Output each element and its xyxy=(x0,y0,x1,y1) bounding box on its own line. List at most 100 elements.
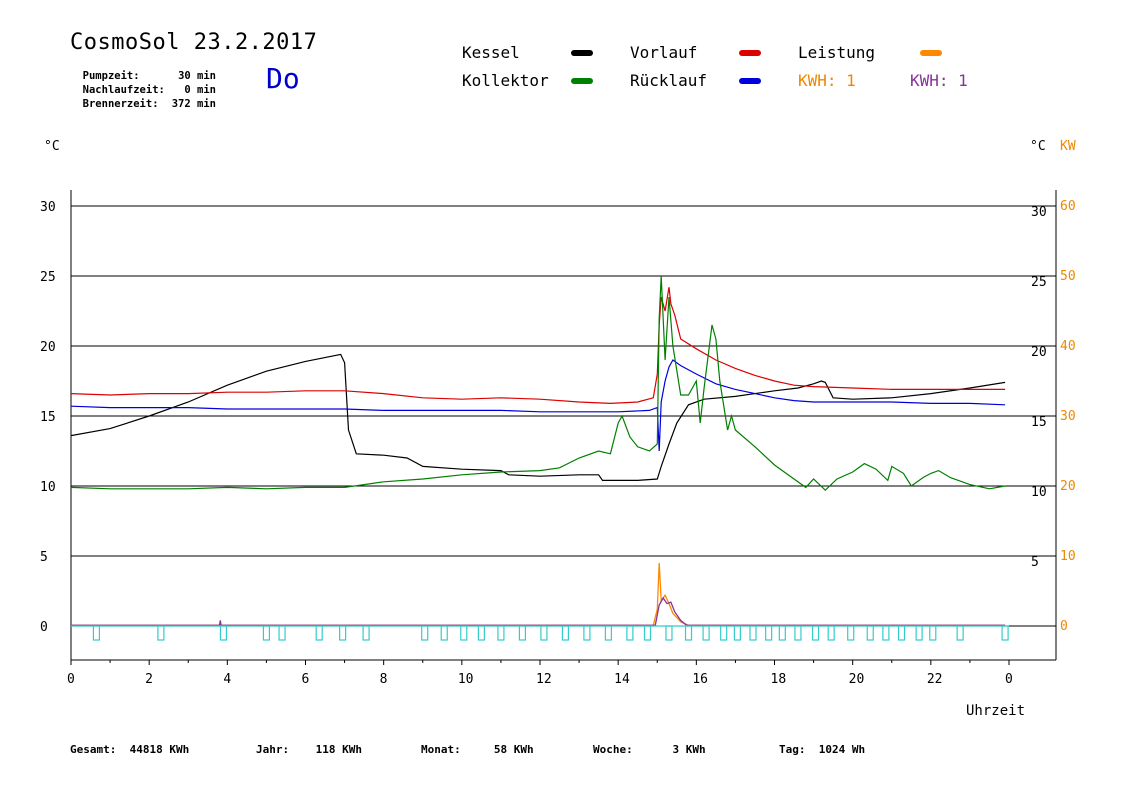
footer-label: Jahr: xyxy=(256,743,290,756)
pump-pulse xyxy=(866,625,874,641)
footer-value: 44818 KWh xyxy=(129,743,190,756)
info-value: 0 min xyxy=(184,84,216,96)
y-tick-right-kw: 20 xyxy=(1060,479,1076,494)
unit-left-celsius: °C xyxy=(44,139,60,154)
legend-ruecklauf-label: Rücklauf xyxy=(630,71,708,90)
pump-pulse xyxy=(882,625,890,641)
x-tick-label: 0 xyxy=(67,672,75,687)
pump-pulse xyxy=(440,625,448,641)
footer-jahr: Jahr: 118 KWh xyxy=(256,743,362,756)
pump-pulse xyxy=(561,625,570,641)
y-tick-right-c: 25 xyxy=(1031,275,1047,290)
y-tick-right-c: 20 xyxy=(1031,345,1047,360)
y-tick-left: 15 xyxy=(40,410,56,425)
footer-label: Monat: xyxy=(421,743,461,756)
series-line-ruecklauf xyxy=(70,359,1006,452)
pump-pulse xyxy=(827,625,835,641)
x-tick-label: 6 xyxy=(302,672,310,687)
pump-pulse xyxy=(604,625,612,641)
y-tick-left: 20 xyxy=(40,340,56,355)
pump-pulse xyxy=(540,625,548,641)
footer-label: Woche: xyxy=(593,743,633,756)
x-tick-label: 0 xyxy=(1005,672,1013,687)
legend-leistung-swatch xyxy=(920,50,942,56)
info-label: Nachlaufzeit: xyxy=(82,84,165,96)
info-label: Pumpzeit: xyxy=(82,70,140,82)
x-tick-label: 8 xyxy=(380,672,388,687)
legend-kessel-label: Kessel xyxy=(462,43,520,62)
footer-label: Tag: xyxy=(779,743,806,756)
info-value: 30 min xyxy=(178,70,216,82)
pump-pulse xyxy=(665,625,673,641)
series-line-kwh xyxy=(71,596,1006,626)
legend-leistung-label: Leistung xyxy=(798,43,876,62)
y-tick-right-c: 5 xyxy=(1031,555,1039,570)
y-tick-right-kw: 50 xyxy=(1060,269,1076,284)
y-tick-right-kw: 40 xyxy=(1060,339,1076,354)
series-line-kessel xyxy=(70,353,1006,481)
x-tick-label: 12 xyxy=(536,672,552,687)
legend-kwh-purple: KWH: 1 xyxy=(910,71,968,90)
footer-woche: Woche: 3 KWh xyxy=(593,743,706,756)
legend-kollektor-swatch xyxy=(571,78,593,84)
pump-pulse xyxy=(720,625,728,641)
y-tick-left: 5 xyxy=(40,550,48,565)
x-tick-label: 16 xyxy=(692,672,708,687)
pump-pulse xyxy=(477,625,485,641)
legend-ruecklauf-swatch xyxy=(739,78,761,84)
info-value: 372 min xyxy=(171,98,216,110)
pump-pulse xyxy=(460,625,468,641)
pump-pulse xyxy=(794,625,802,641)
pump-pulse xyxy=(339,625,347,641)
pump-pulse xyxy=(733,625,741,641)
pump-pulse xyxy=(362,625,370,641)
pump-pulse xyxy=(915,625,923,641)
pump-pulse xyxy=(278,625,286,641)
x-tick-label: 18 xyxy=(771,672,787,687)
info-label: Brennerzeit: xyxy=(82,98,159,110)
info-pumpzeit: Pumpzeit: 30 min xyxy=(70,58,216,82)
pump-pulse xyxy=(157,625,165,641)
pump-pulse xyxy=(702,625,710,641)
y-tick-right-kw: 0 xyxy=(1060,619,1068,634)
y-tick-right-c: 30 xyxy=(1031,205,1047,220)
legend-kessel-swatch xyxy=(571,50,593,56)
pump-pulse xyxy=(847,625,855,641)
pump-pulse xyxy=(929,625,937,641)
unit-right-kw: KW xyxy=(1060,139,1076,154)
pump-pulse xyxy=(897,625,906,641)
pump-pulse xyxy=(583,625,591,641)
pump-pulse xyxy=(1001,625,1009,641)
legend-vorlauf-swatch xyxy=(739,50,761,56)
x-axis-label: Uhrzeit xyxy=(966,703,1025,719)
y-tick-right-c: 10 xyxy=(1031,485,1047,500)
pump-pulse xyxy=(315,625,323,641)
x-tick-label: 2 xyxy=(145,672,153,687)
pump-pulse xyxy=(749,625,757,641)
x-tick-label: 4 xyxy=(223,672,231,687)
footer-tag: Tag: 1024 Wh xyxy=(779,743,865,756)
y-tick-left: 0 xyxy=(40,620,48,635)
pump-pulse xyxy=(262,625,271,641)
page-title: CosmoSol 23.2.2017 xyxy=(70,30,318,55)
pump-pulse xyxy=(956,625,964,641)
footer-value: 58 KWh xyxy=(493,743,534,756)
y-tick-left: 30 xyxy=(40,200,56,215)
pump-pulse xyxy=(626,625,634,641)
pump-pulse xyxy=(497,625,505,641)
info-brennerzeit: Brennerzeit: 372 min xyxy=(70,86,216,110)
weekday-label: Do xyxy=(266,62,300,95)
pump-pulse xyxy=(778,625,786,641)
footer-value: 118 KWh xyxy=(315,743,362,756)
pump-pulse xyxy=(684,625,693,641)
y-tick-right-c: 15 xyxy=(1031,415,1047,430)
y-tick-left: 10 xyxy=(40,480,56,495)
pump-pulse xyxy=(643,625,652,641)
info-nachlaufzeit: Nachlaufzeit: 0 min xyxy=(70,72,216,96)
series-line-kollektor xyxy=(70,275,1006,492)
y-tick-right-kw: 10 xyxy=(1060,549,1076,564)
footer-label: Gesamt: xyxy=(70,743,117,756)
x-tick-label: 20 xyxy=(849,672,865,687)
x-tick-label: 10 xyxy=(458,672,474,687)
